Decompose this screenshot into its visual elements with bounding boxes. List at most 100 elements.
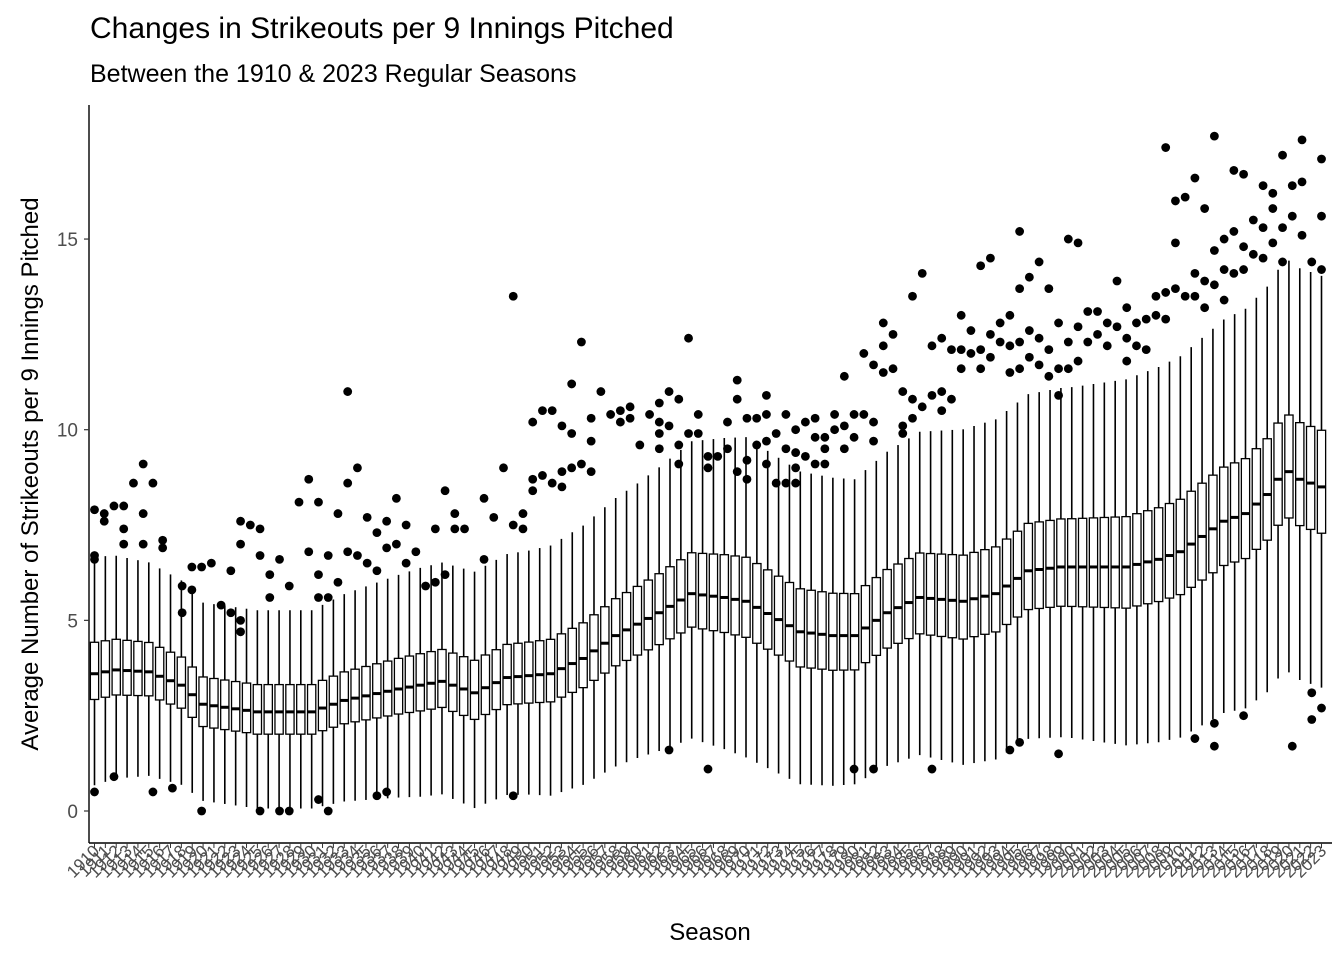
iqr-box (1099, 516, 1110, 609)
iqr-box (133, 640, 143, 697)
outlier-point (265, 593, 275, 602)
outlier-point (314, 795, 323, 804)
outlier-point (995, 337, 1005, 347)
outlier-point (1063, 337, 1073, 347)
outlier-point (917, 402, 927, 412)
iqr-box (697, 552, 708, 630)
box-2011 (1186, 347, 1196, 732)
outlier-point (762, 436, 771, 446)
outlier-point (1209, 131, 1219, 141)
outlier-point (1278, 150, 1287, 160)
outlier-point (138, 509, 148, 518)
outlier-point (742, 474, 752, 484)
iqr-box (556, 633, 567, 698)
outlier-point (664, 421, 674, 431)
outlier-point (995, 318, 1005, 328)
outlier-point (1209, 718, 1219, 728)
outlier-point (800, 417, 810, 427)
outlier-point (430, 524, 440, 534)
outlier-point (859, 410, 869, 419)
iqr-box (448, 652, 458, 713)
outlier-point (284, 806, 294, 816)
outlier-point (1093, 329, 1102, 339)
outlier-point (1248, 215, 1258, 225)
iqr-box (871, 576, 882, 657)
outlier-point (830, 425, 839, 435)
outlier-point (674, 440, 684, 450)
outlier-point (966, 349, 976, 358)
outlier-point (693, 429, 703, 438)
box-1975 (795, 471, 806, 785)
box-1913 (122, 557, 132, 778)
iqr-box (914, 552, 925, 635)
outlier-point (1112, 322, 1122, 332)
iqr-box (621, 591, 632, 662)
outlier-point (1180, 192, 1190, 202)
outlier-point (1258, 181, 1268, 191)
outlier-point (460, 524, 469, 534)
outlier-point (206, 558, 216, 568)
outlier-point (343, 547, 353, 557)
outlier-point (343, 387, 353, 396)
outlier-point (275, 806, 284, 816)
iqr-box (817, 591, 827, 670)
outlier-point (567, 463, 577, 473)
boxes-layer (89, 260, 1327, 809)
iqr-box (209, 677, 219, 729)
iqr-box (198, 676, 208, 728)
outlier-point (538, 406, 547, 416)
outlier-point (119, 539, 129, 549)
outlier-point (528, 417, 538, 427)
box-1973 (773, 457, 784, 774)
iqr-box (828, 592, 838, 671)
iqr-box (1251, 448, 1262, 551)
outlier-point (1122, 333, 1132, 343)
chart-title: Changes in Strikeouts per 9 Innings Pitc… (90, 12, 674, 45)
outlier-point (508, 791, 518, 801)
iqr-box (252, 683, 263, 735)
y-tick-label: 10 (57, 421, 78, 442)
box-1961 (643, 475, 654, 755)
chart-subtitle: Between the 1910 & 2023 Regular Seasons (90, 60, 577, 88)
iqr-box (882, 568, 892, 649)
box-1939 (404, 571, 415, 798)
outlier-point (1317, 703, 1326, 713)
box-1916 (154, 568, 165, 779)
box-1938 (393, 574, 404, 798)
outlier-point (109, 772, 119, 782)
outlier-point (654, 429, 664, 438)
outlier-point (538, 471, 547, 480)
outlier-point (129, 478, 138, 488)
y-tick-label: 15 (57, 230, 78, 251)
outlier-point (304, 474, 314, 484)
iqr-box (741, 556, 751, 638)
outlier-point (421, 581, 430, 591)
outlier-point (645, 410, 654, 419)
box-1997 (1034, 392, 1044, 739)
outlier-point (791, 425, 801, 435)
outlier-point (723, 417, 732, 427)
outlier-point (518, 524, 528, 534)
box-2021 (1295, 268, 1305, 681)
outlier-point (927, 764, 937, 774)
iqr-box (1023, 522, 1034, 611)
outlier-point (1054, 318, 1063, 328)
outlier-point (391, 493, 401, 503)
outlier-point (878, 341, 888, 351)
iqr-box (1229, 462, 1240, 563)
outlier-point (713, 451, 723, 461)
outlier-point (547, 478, 557, 488)
outlier-point (577, 337, 586, 347)
iqr-box (230, 680, 241, 732)
iqr-box (1186, 490, 1196, 588)
iqr-box (524, 641, 534, 704)
box-1968 (719, 438, 730, 750)
outlier-point (440, 486, 450, 496)
outlier-point (810, 413, 820, 423)
outlier-point (898, 429, 908, 438)
box-1993 (990, 419, 1001, 760)
outlier-point (1005, 341, 1015, 351)
box-2013 (1208, 328, 1218, 720)
outlier-point (888, 364, 898, 374)
outlier-point (528, 474, 538, 484)
